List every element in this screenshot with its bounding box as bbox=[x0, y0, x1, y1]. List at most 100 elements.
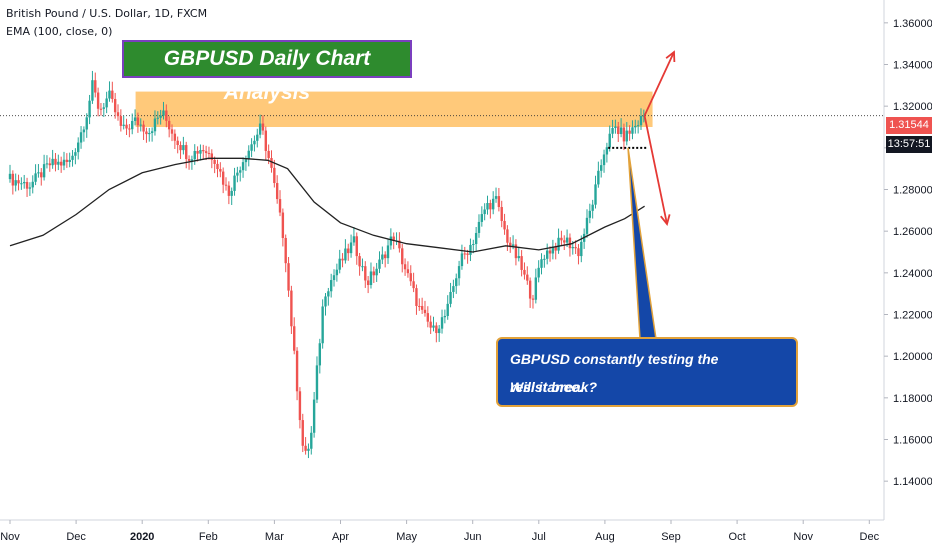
candle-body bbox=[591, 204, 594, 211]
candle-countdown-label: 13:57:51 bbox=[886, 136, 932, 153]
chart-title-banner: GBPUSD Daily Chart Analysis bbox=[122, 40, 412, 104]
candle-body bbox=[318, 343, 322, 366]
candle-body bbox=[293, 326, 296, 351]
candle-body bbox=[91, 80, 94, 101]
candle-body bbox=[332, 275, 336, 281]
candle-body bbox=[236, 172, 239, 176]
time-tick-label: Nov bbox=[0, 531, 20, 543]
candle-body bbox=[275, 183, 279, 200]
analysis-callout: GBPUSD constantly testing the resistance… bbox=[496, 337, 798, 407]
bullish-breakout-arrow-head bbox=[665, 50, 676, 63]
price-tick-label: 1.20000 bbox=[893, 351, 932, 363]
candle-body bbox=[443, 315, 447, 318]
candle-body bbox=[636, 125, 640, 127]
candle-body bbox=[548, 250, 552, 254]
candle-body bbox=[474, 232, 478, 245]
candle-body bbox=[364, 266, 367, 281]
candle-body bbox=[517, 256, 520, 259]
candle-body bbox=[167, 120, 171, 130]
candle-body bbox=[77, 142, 80, 153]
candle-body bbox=[79, 132, 83, 143]
price-tick-label: 1.34000 bbox=[893, 60, 932, 72]
candle-body bbox=[42, 164, 46, 178]
candle-body bbox=[452, 286, 455, 292]
candle-body bbox=[45, 163, 49, 165]
candle-body bbox=[312, 399, 316, 433]
candle-body bbox=[477, 221, 481, 233]
candle-body bbox=[406, 269, 410, 274]
candle-body bbox=[412, 281, 415, 289]
candle-body bbox=[150, 131, 154, 133]
candle-body bbox=[557, 237, 560, 251]
candle-body bbox=[568, 237, 572, 249]
time-tick-label: May bbox=[396, 531, 417, 543]
candle-body bbox=[344, 248, 347, 261]
candle-body bbox=[156, 117, 159, 119]
candle-body bbox=[389, 236, 393, 246]
candle-body bbox=[125, 124, 128, 129]
candle-body bbox=[329, 280, 333, 292]
candle-body bbox=[204, 151, 208, 153]
candle-body bbox=[463, 253, 466, 255]
candle-body bbox=[597, 170, 600, 185]
candle-body bbox=[96, 92, 100, 109]
candle-body bbox=[221, 171, 225, 185]
candle-body bbox=[378, 259, 381, 269]
candle-body bbox=[409, 273, 412, 282]
candle-body bbox=[497, 196, 501, 208]
candle-body bbox=[511, 244, 515, 246]
candle-body bbox=[469, 244, 472, 255]
candle-body bbox=[594, 184, 597, 205]
candle-body bbox=[435, 325, 438, 334]
candle-body bbox=[310, 432, 313, 449]
candle-body bbox=[634, 125, 637, 128]
candle-body bbox=[290, 290, 293, 327]
time-tick-label: Mar bbox=[265, 531, 284, 543]
candle-body bbox=[381, 254, 384, 260]
candle-body bbox=[31, 181, 34, 188]
candle-body bbox=[608, 133, 611, 148]
candle-body bbox=[176, 140, 179, 146]
candle-body bbox=[534, 277, 538, 300]
ema-100-line bbox=[9, 157, 645, 253]
candle-body bbox=[338, 258, 341, 270]
candle-body bbox=[74, 152, 77, 156]
candle-body bbox=[420, 306, 424, 310]
candle-body bbox=[628, 130, 631, 134]
time-tick-label: Dec bbox=[860, 531, 880, 543]
candle-body bbox=[622, 127, 626, 142]
candle-body bbox=[278, 199, 282, 213]
candle-body bbox=[142, 124, 145, 132]
candle-body bbox=[210, 153, 214, 160]
candle-body bbox=[429, 321, 432, 328]
candle-body bbox=[51, 158, 54, 166]
candle-body bbox=[528, 280, 532, 299]
candle-body bbox=[40, 172, 43, 178]
candle-body bbox=[571, 247, 574, 249]
candle-body bbox=[182, 145, 185, 151]
candle-body bbox=[244, 159, 248, 163]
candle-body bbox=[99, 108, 103, 110]
price-tick-label: 1.22000 bbox=[893, 310, 932, 322]
candle-body bbox=[372, 271, 376, 276]
resistance-zone bbox=[135, 91, 653, 127]
candle-body bbox=[401, 248, 404, 265]
candle-body bbox=[366, 280, 370, 286]
candle-body bbox=[196, 150, 199, 154]
candle-body bbox=[631, 127, 634, 134]
candle-body bbox=[153, 118, 157, 132]
candle-body bbox=[491, 198, 495, 210]
candle-body bbox=[611, 128, 614, 134]
candle-body bbox=[227, 185, 231, 196]
candle-body bbox=[159, 115, 162, 118]
candle-body bbox=[270, 158, 273, 168]
candle-body bbox=[423, 309, 427, 314]
candle-body bbox=[543, 258, 546, 260]
price-tick-label: 1.32000 bbox=[893, 101, 932, 113]
candle-body bbox=[483, 209, 486, 215]
bearish-rejection-arrow bbox=[643, 115, 668, 225]
candle-body bbox=[503, 220, 506, 230]
candle-body bbox=[273, 167, 276, 184]
candle-body bbox=[500, 207, 503, 221]
